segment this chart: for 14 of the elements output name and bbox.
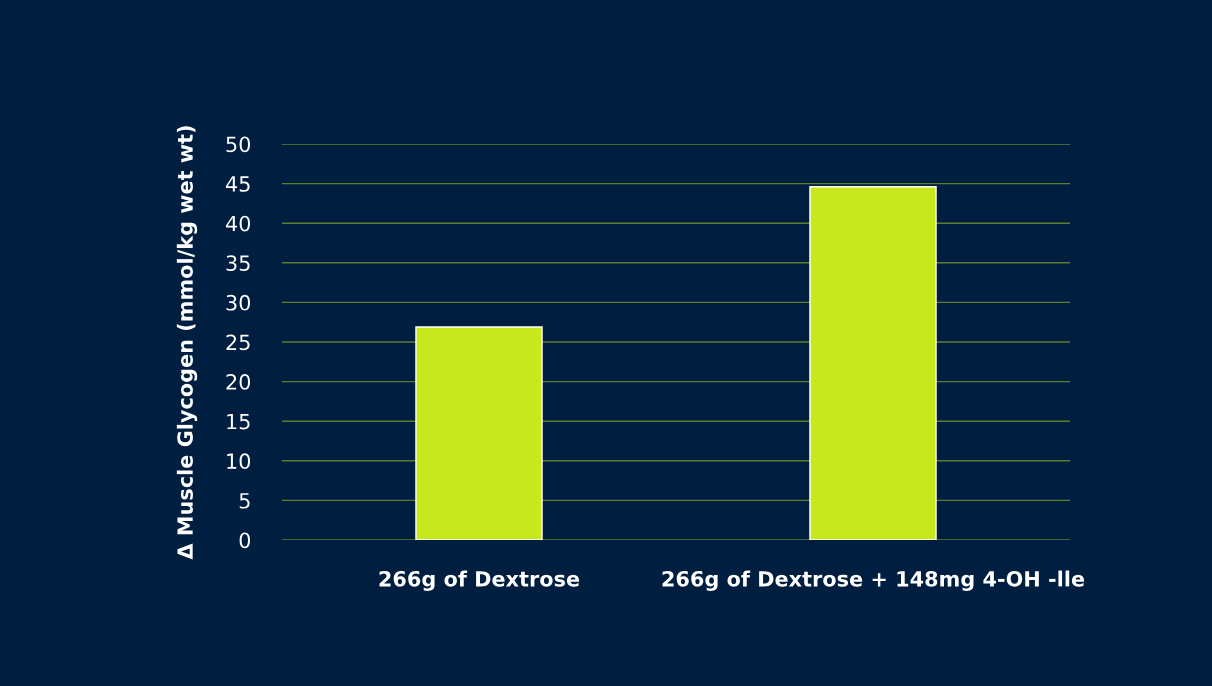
y-tick-label: 45 [225, 176, 250, 192]
y-tick-label: 15 [227, 413, 250, 430]
y-tick-label: 50 [226, 136, 251, 153]
y-tick-label: 5 [239, 493, 250, 509]
y-axis-title: Δ Muscle Glycogen (mmol/kg wet wt) [176, 126, 198, 560]
y-tick-label: 35 [226, 255, 250, 272]
x-tick-label: 266g of Dextrose + 148mg 4-OH -lle [662, 570, 1085, 591]
y-tick-label: 25 [226, 334, 250, 351]
y-tick-label: 10 [227, 453, 251, 470]
y-tick-label: 40 [225, 215, 251, 232]
y-tick-label: 30 [226, 294, 251, 311]
y-tick-label: 0 [239, 532, 251, 549]
x-tick-label: 266g of Dextrose [379, 570, 580, 591]
y-tick-label: 20 [226, 374, 251, 390]
